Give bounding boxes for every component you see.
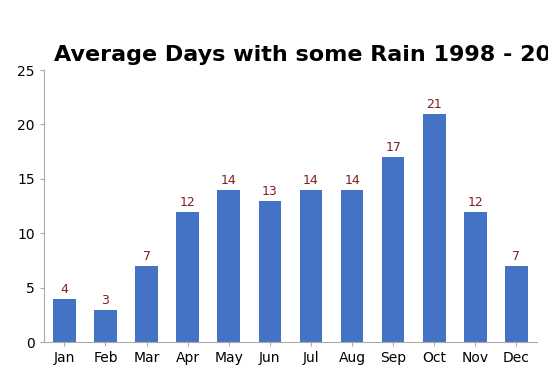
Text: 3: 3 bbox=[101, 294, 110, 307]
Text: 14: 14 bbox=[303, 174, 319, 187]
Text: 12: 12 bbox=[467, 196, 483, 209]
Text: 14: 14 bbox=[221, 174, 237, 187]
Bar bbox=[259, 201, 281, 342]
Bar bbox=[341, 190, 363, 342]
Bar bbox=[464, 212, 487, 342]
Bar bbox=[135, 266, 158, 342]
Bar bbox=[176, 212, 199, 342]
Text: 13: 13 bbox=[262, 185, 278, 198]
Bar bbox=[94, 310, 117, 342]
Text: 7: 7 bbox=[512, 251, 521, 263]
Bar bbox=[53, 299, 76, 342]
Text: 12: 12 bbox=[180, 196, 196, 209]
Bar bbox=[300, 190, 322, 342]
Text: 7: 7 bbox=[142, 251, 151, 263]
Text: 14: 14 bbox=[344, 174, 360, 187]
Bar bbox=[218, 190, 240, 342]
Text: 17: 17 bbox=[385, 142, 401, 154]
Bar bbox=[505, 266, 528, 342]
Bar bbox=[423, 114, 446, 342]
Text: Average Days with some Rain 1998 - 2009: Average Days with some Rain 1998 - 2009 bbox=[54, 45, 548, 65]
Bar bbox=[382, 157, 404, 342]
Text: 21: 21 bbox=[426, 98, 442, 111]
Text: 4: 4 bbox=[60, 283, 68, 296]
